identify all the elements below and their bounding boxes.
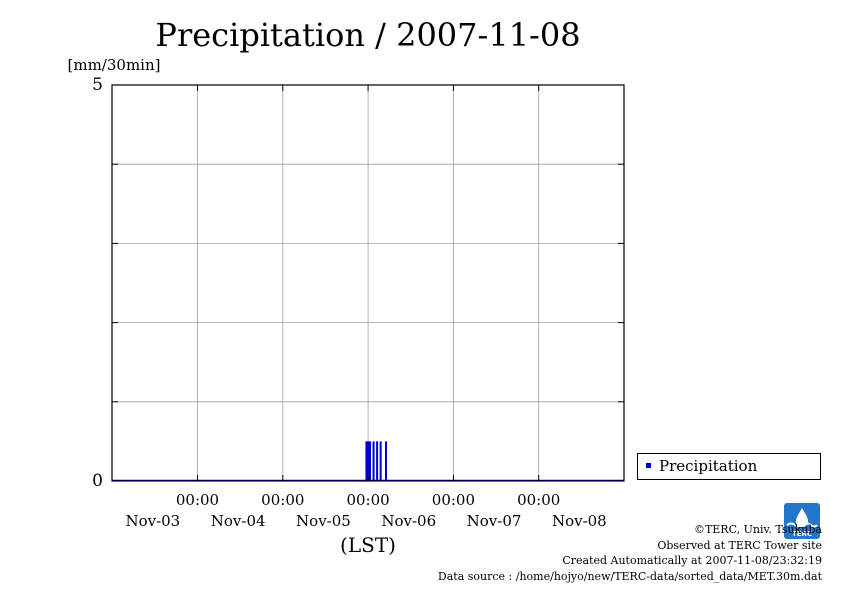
legend-label: Precipitation xyxy=(659,457,758,475)
y-tick-label: 5 xyxy=(92,75,103,95)
credits: ©TERC, Univ. Tsukuba Observed at TERC To… xyxy=(438,522,822,584)
logo-text: TERC xyxy=(792,530,812,538)
x-tick-time-label: 00:00 xyxy=(176,491,219,509)
x-axis-label: (LST) xyxy=(340,533,396,557)
observed-text: Observed at TERC Tower site xyxy=(657,538,822,552)
precipitation-bar xyxy=(376,441,379,481)
axis-ticks: 00:00 00:00 00:00 00:00 00:00 Nov-03 Nov-04 Nov… xyxy=(92,75,624,530)
y-tick-label: 0 xyxy=(92,471,103,491)
terc-logo: TERC xyxy=(784,503,820,539)
precipitation-bar xyxy=(379,441,382,481)
x-date-label: Nov-08 xyxy=(552,512,607,530)
precipitation-bar xyxy=(384,441,387,481)
legend-swatch xyxy=(646,462,651,468)
grid-lines xyxy=(112,85,624,481)
created-text: Created Automatically at 2007-11-08/23:3… xyxy=(562,554,822,567)
precipitation-bar xyxy=(368,441,371,481)
x-tick-time-label: 00:00 xyxy=(517,491,560,509)
x-date-label: Nov-05 xyxy=(296,512,351,530)
x-date-label: Nov-03 xyxy=(125,512,180,530)
x-date-label: Nov-07 xyxy=(467,512,522,530)
x-date-label: Nov-04 xyxy=(211,512,266,530)
x-date-label: Nov-06 xyxy=(381,512,436,530)
source-text: Data source : /home/hojyo/new/TERC-data/… xyxy=(437,569,822,583)
copyright-text: ©TERC, Univ. Tsukuba xyxy=(693,523,822,536)
x-tick-time-label: 00:00 xyxy=(346,491,389,509)
precipitation-bar xyxy=(367,441,370,481)
chart-title: Precipitation / 2007-11-08 xyxy=(155,16,580,54)
legend: Precipitation xyxy=(637,453,821,480)
y-axis-label: [mm/30min] xyxy=(68,56,161,74)
precipitation-bar xyxy=(372,441,375,481)
precipitation-bar xyxy=(365,441,368,481)
x-tick-time-label: 00:00 xyxy=(432,491,475,509)
x-tick-time-label: 00:00 xyxy=(261,491,304,509)
